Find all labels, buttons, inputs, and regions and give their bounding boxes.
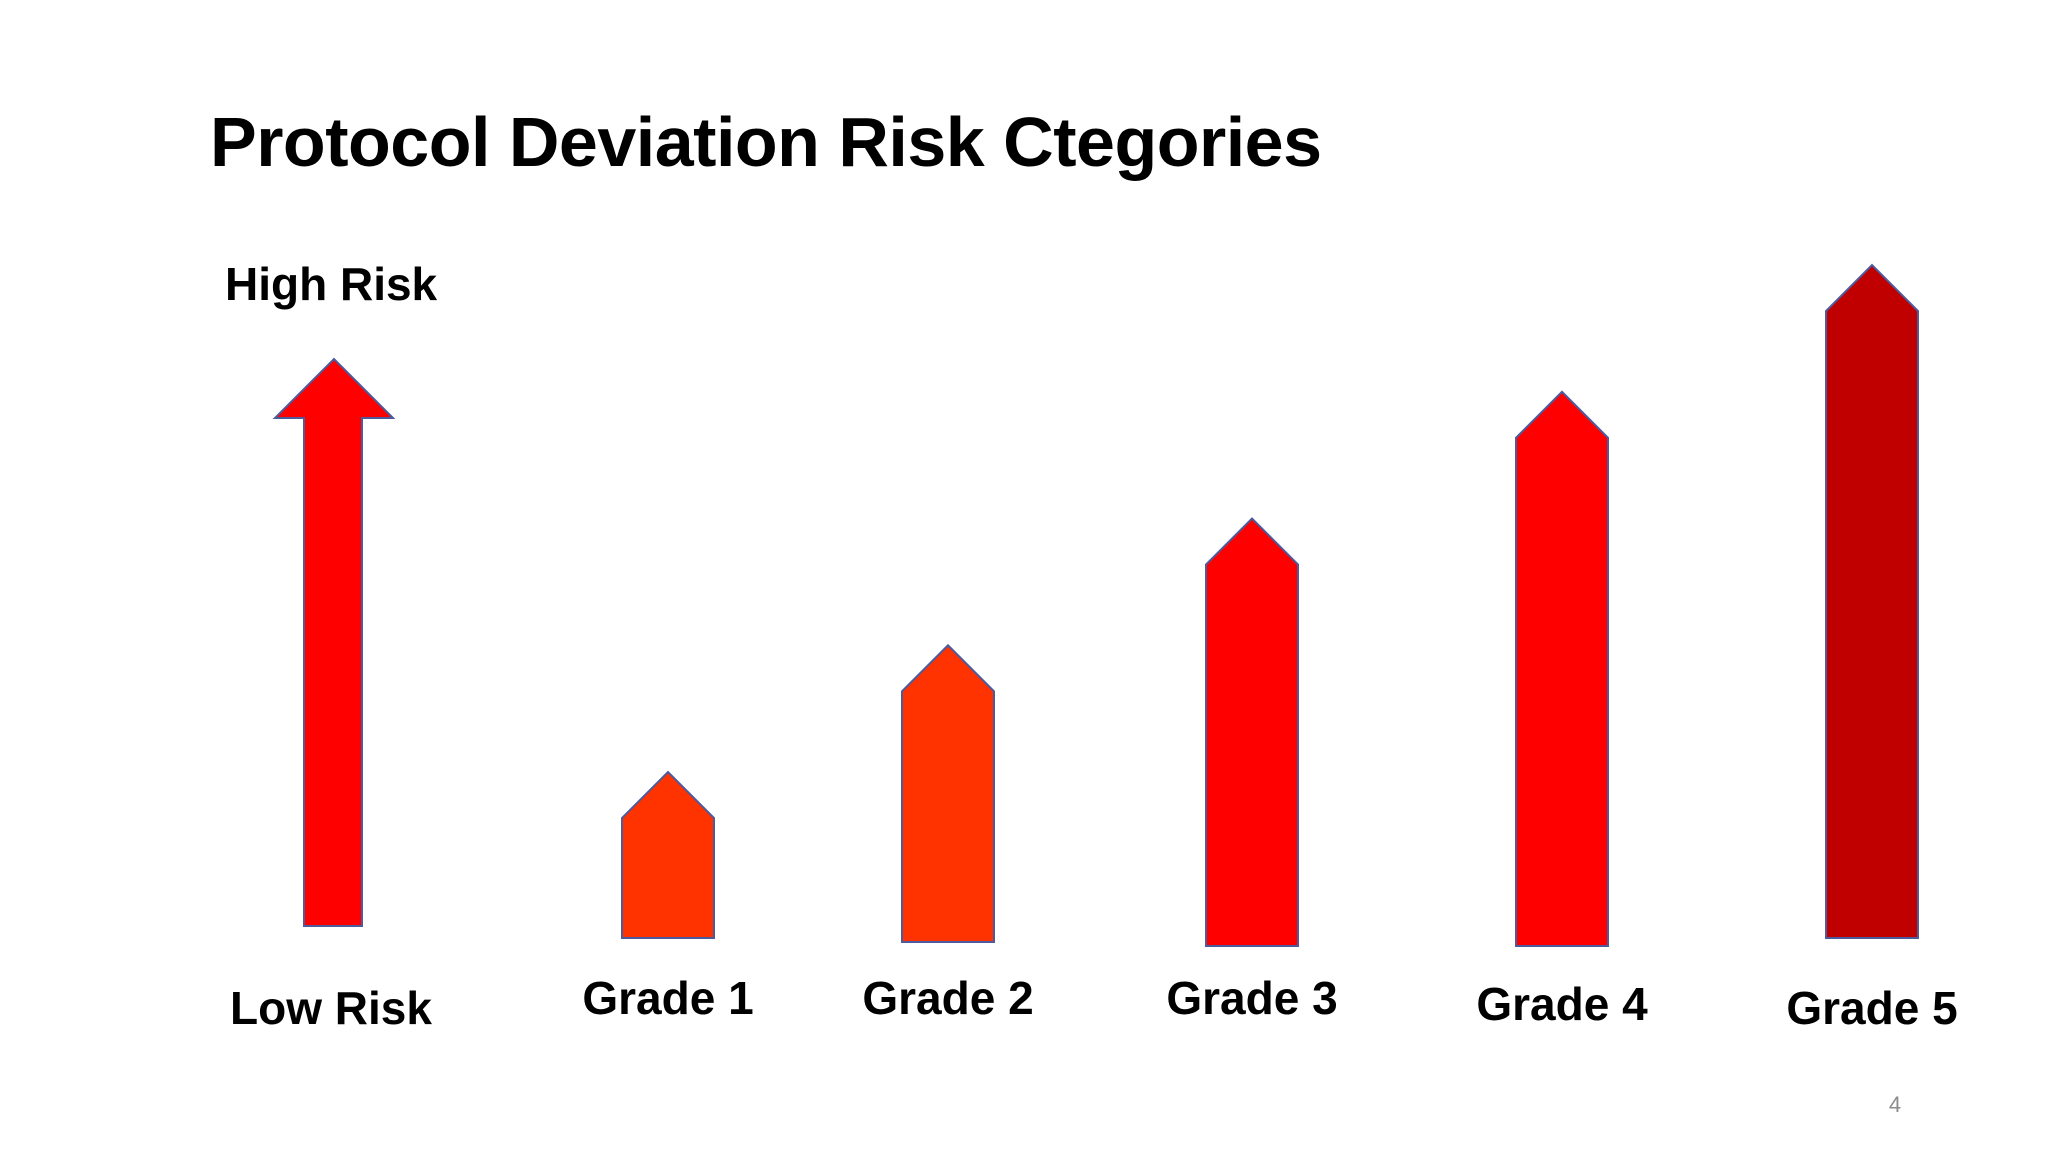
- high-risk-label: High Risk: [225, 258, 438, 310]
- grade-2-label: Grade 2: [862, 972, 1034, 1024]
- grade-3-label: Grade 3: [1166, 972, 1338, 1024]
- grade-5-arrow: [1825, 263, 1919, 939]
- grade-1-label: Grade 1: [582, 972, 754, 1024]
- slide-number: 4: [1888, 1092, 1902, 1117]
- grade-4-arrow: [1515, 390, 1609, 947]
- grade-1-arrow: [621, 770, 715, 939]
- grade-4-label: Grade 4: [1476, 978, 1648, 1030]
- low-risk-label: Low Risk: [230, 982, 432, 1034]
- slide-title: Protocol Deviation Risk Ctegories: [210, 103, 1322, 181]
- grade-3-arrow: [1205, 517, 1299, 947]
- grade-5-label: Grade 5: [1786, 982, 1958, 1034]
- risk-scale-arrow: [272, 357, 396, 927]
- grade-2-arrow: [901, 643, 995, 943]
